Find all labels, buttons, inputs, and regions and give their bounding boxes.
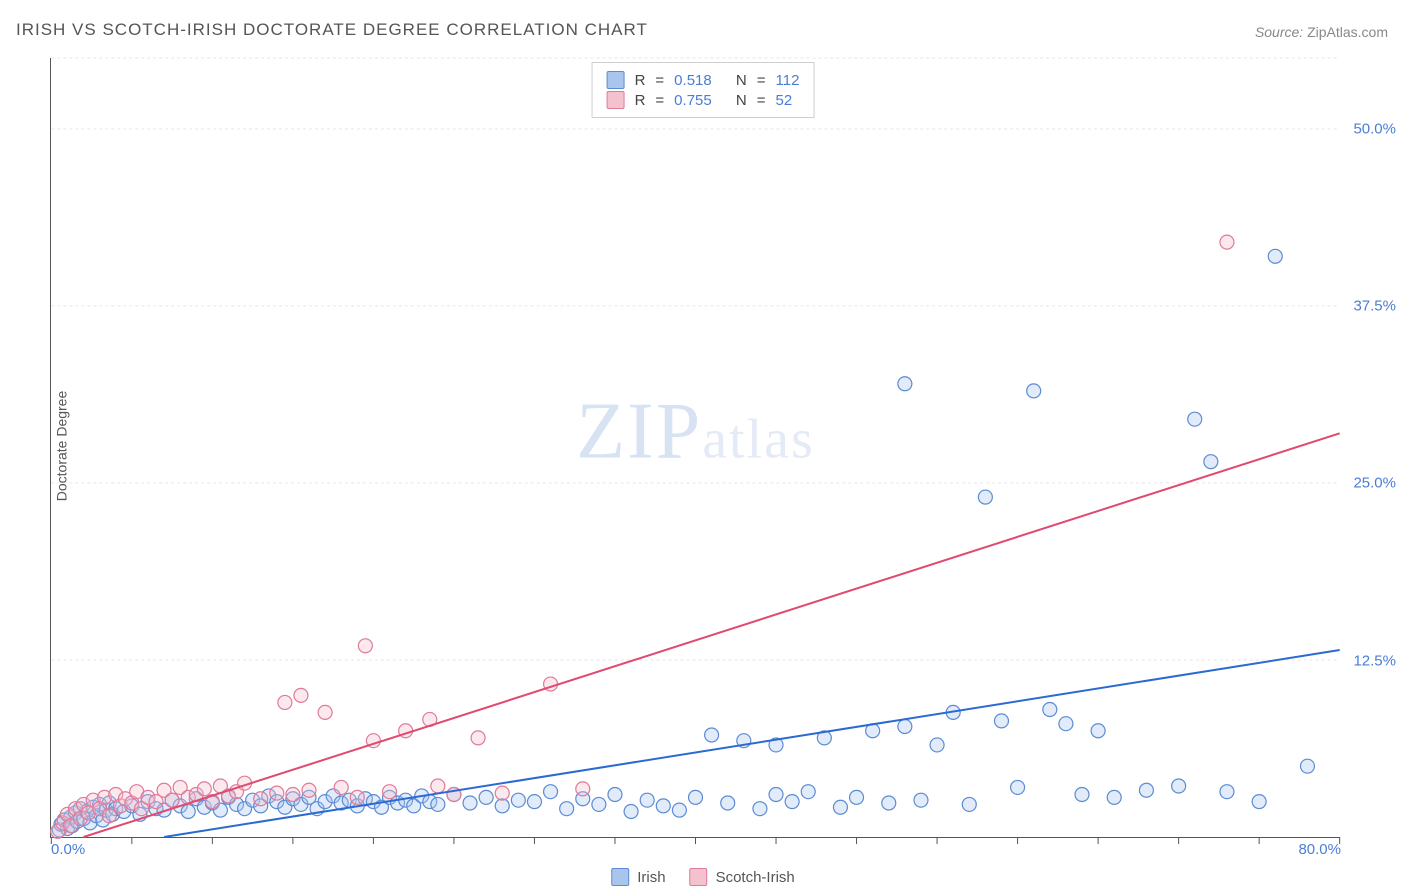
y-tick-label: 25.0% bbox=[1353, 475, 1396, 492]
legend-swatch-scotch-icon bbox=[690, 868, 708, 886]
legend-series: Irish Scotch-Irish bbox=[611, 868, 795, 886]
r-value-irish: 0.518 bbox=[674, 72, 712, 89]
r-value-scotch: 0.755 bbox=[674, 92, 712, 109]
eq: = bbox=[757, 72, 766, 89]
n-value-irish: 112 bbox=[776, 72, 800, 89]
legend-label-scotch: Scotch-Irish bbox=[716, 869, 795, 886]
source-label: Source: bbox=[1255, 24, 1303, 40]
source-value: ZipAtlas.com bbox=[1307, 24, 1388, 40]
r-label: R bbox=[635, 72, 646, 89]
n-label: N bbox=[736, 72, 747, 89]
legend-stats-row-scotch: R = 0.755 N = 52 bbox=[607, 91, 800, 109]
plot-area: ZIPatlas 25.0%50.0%12.5%37.5% 0.0%80.0% bbox=[50, 58, 1340, 838]
legend-swatch-scotch bbox=[607, 91, 625, 109]
legend-swatch-irish-icon bbox=[611, 868, 629, 886]
legend-stats-row-irish: R = 0.518 N = 112 bbox=[607, 71, 800, 89]
n-value-scotch: 52 bbox=[776, 92, 793, 109]
x-tick-label: 0.0% bbox=[51, 841, 85, 858]
legend-label-irish: Irish bbox=[637, 869, 665, 886]
eq: = bbox=[655, 92, 664, 109]
y-axis-tick-labels: 25.0% 50.0% 12.5% 37.5% bbox=[1344, 58, 1396, 837]
x-tick-label: 80.0% bbox=[1298, 841, 1341, 858]
eq: = bbox=[757, 92, 766, 109]
y-tick-label: 50.0% bbox=[1353, 120, 1396, 137]
source-credit: Source: ZipAtlas.com bbox=[1255, 24, 1388, 40]
chart-svg bbox=[51, 58, 1340, 837]
chart-title: IRISH VS SCOTCH-IRISH DOCTORATE DEGREE C… bbox=[16, 20, 648, 40]
eq: = bbox=[655, 72, 664, 89]
legend-stats: R = 0.518 N = 112 R = 0.755 N = 52 bbox=[592, 62, 815, 118]
x-axis-tick-labels: 0.0% 80.0% bbox=[51, 841, 1340, 863]
chart-container: IRISH VS SCOTCH-IRISH DOCTORATE DEGREE C… bbox=[0, 0, 1406, 892]
legend-item-irish: Irish bbox=[611, 868, 665, 886]
y-tick-label: 37.5% bbox=[1353, 298, 1396, 315]
r-label: R bbox=[635, 92, 646, 109]
y-tick-label: 12.5% bbox=[1353, 652, 1396, 669]
legend-item-scotch: Scotch-Irish bbox=[690, 868, 795, 886]
legend-swatch-irish bbox=[607, 71, 625, 89]
n-label: N bbox=[736, 92, 747, 109]
